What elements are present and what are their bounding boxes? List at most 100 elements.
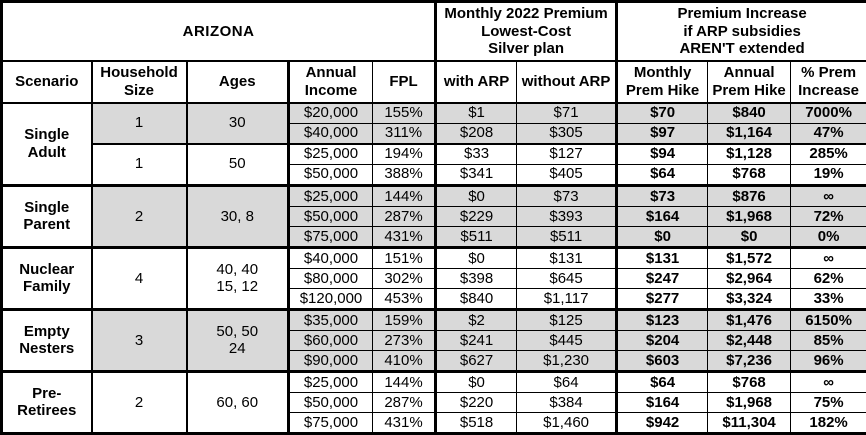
cell-fpl: 431% (371, 411, 437, 435)
cell-monthly-hike: $73 (615, 183, 709, 207)
cell-fpl: 151% (371, 245, 437, 269)
cell-without-arp: $64 (516, 369, 618, 393)
cell-with-arp: $518 (434, 411, 518, 435)
cell-pct-increase: ∞ (790, 369, 866, 393)
cell-annual-hike: $2,964 (707, 267, 792, 289)
cell-monthly-hike: $164 (615, 391, 709, 413)
cell-fpl: 410% (371, 349, 437, 372)
cell-fpl: 144% (371, 369, 437, 393)
cell-with-arp: $341 (434, 163, 518, 186)
cell-annual-hike: $7,236 (707, 349, 792, 372)
cell-monthly-hike: $603 (615, 349, 709, 372)
cell-without-arp: $1,230 (516, 349, 618, 372)
cell-annual-hike: $1,968 (707, 205, 792, 227)
cell-with-arp: $398 (434, 267, 518, 289)
col-header-fpl: FPL (371, 60, 437, 104)
scenario-cell: Pre- Retirees (1, 369, 92, 435)
cell-without-arp: $511 (516, 225, 618, 248)
cell-income: $75,000 (287, 411, 373, 435)
cell-pct-increase: 96% (790, 349, 866, 372)
cell-annual-hike: $876 (707, 183, 792, 207)
cell-monthly-hike: $131 (615, 245, 709, 269)
household-size-cell: 4 (90, 245, 187, 310)
cell-income: $25,000 (287, 142, 373, 165)
cell-without-arp: $645 (516, 267, 618, 289)
cell-income: $60,000 (287, 329, 373, 351)
cell-income: $25,000 (287, 369, 373, 393)
cell-with-arp: $0 (434, 245, 518, 269)
table-row: ARIZONA Monthly 2022 Premium Lowest-Cost… (0, 1, 866, 62)
cell-fpl: 431% (371, 225, 437, 248)
col-header-ages: Ages (185, 60, 289, 104)
cell-with-arp: $33 (434, 142, 518, 165)
cell-monthly-hike: $247 (615, 267, 709, 289)
cell-with-arp: $511 (434, 225, 518, 248)
cell-fpl: 155% (371, 102, 437, 124)
cell-annual-hike: $0 (707, 225, 792, 248)
table-row: Nuclear Family 4 40, 40 15, 12 $40,000 1… (1, 245, 866, 310)
cell-annual-hike: $1,128 (707, 142, 792, 165)
table-row: $90,000 410% $627 $1,230 $603 $7,236 96% (2, 349, 866, 372)
cell-annual-hike: $1,968 (707, 391, 792, 413)
table-row: Single Adult 1 30 $20,000 155% $1 $71 $7… (1, 101, 866, 186)
col-header-annual-income: Annual Income (287, 60, 373, 104)
scenario-cell: Empty Nesters (1, 307, 92, 372)
cell-fpl: 159% (371, 307, 437, 331)
cell-without-arp: $1,117 (516, 287, 618, 310)
cell-fpl: 311% (371, 122, 437, 145)
cell-with-arp: $840 (434, 287, 518, 310)
cell-monthly-hike: $277 (615, 287, 709, 310)
col-header-annual-prem-hike: Annual Prem Hike (707, 60, 792, 104)
ages-cell: 50 (185, 142, 289, 186)
cell-pct-increase: 19% (790, 163, 866, 186)
ages-cell: 30, 8 (185, 183, 289, 248)
cell-with-arp: $627 (434, 349, 518, 372)
table-row: $60,000 273% $241 $445 $204 $2,448 85% (2, 329, 866, 351)
cell-annual-hike: $1,164 (707, 122, 792, 145)
household-size-cell: 2 (90, 183, 187, 248)
cell-with-arp: $208 (434, 122, 518, 145)
cell-monthly-hike: $97 (615, 122, 709, 145)
table-row: Scenario Household Size Ages Annual Inco… (1, 60, 866, 104)
premium-group-header: Monthly 2022 Premium Lowest-Cost Silver … (434, 1, 618, 62)
household-size-cell: 1 (90, 101, 187, 145)
cell-pct-increase: 6150% (790, 307, 866, 331)
cell-income: $50,000 (287, 163, 373, 186)
cell-pct-increase: 182% (790, 411, 866, 435)
table-row: Single Parent 2 30, 8 $25,000 144% $0 $7… (1, 183, 866, 248)
increase-group-header: Premium Increase if ARP subsidies AREN'T… (615, 1, 866, 62)
cell-without-arp: $73 (516, 183, 618, 207)
cell-without-arp: $131 (516, 245, 618, 269)
cell-with-arp: $229 (434, 205, 518, 227)
cell-annual-hike: $1,476 (707, 307, 792, 331)
scenario-cell: Single Adult (1, 102, 92, 186)
state-title: ARIZONA (0, 1, 437, 62)
cell-monthly-hike: $64 (615, 369, 709, 393)
cell-with-arp: $0 (434, 369, 518, 393)
scenario-cell: Single Parent (1, 183, 92, 248)
cell-without-arp: $305 (516, 122, 618, 145)
cell-income: $75,000 (287, 225, 373, 248)
table-row: $75,000 431% $511 $511 $0 $0 0% (2, 225, 866, 248)
col-header-monthly-prem-hike: Monthly Prem Hike (615, 60, 709, 104)
table-row: $80,000 302% $398 $645 $247 $2,964 62% (2, 267, 866, 289)
cell-without-arp: $393 (516, 205, 618, 227)
cell-monthly-hike: $164 (615, 205, 709, 227)
ages-cell: 40, 40 15, 12 (185, 245, 289, 310)
cell-fpl: 287% (371, 391, 437, 413)
cell-with-arp: $0 (434, 183, 518, 207)
table-row: 1 50 $25,000 194% $33 $127 $94 $1,128 28… (2, 142, 866, 186)
ages-cell: 50, 50 24 (185, 307, 289, 372)
cell-monthly-hike: $942 (615, 411, 709, 435)
cell-pct-increase: ∞ (790, 245, 866, 269)
cell-with-arp: $220 (434, 391, 518, 413)
cell-fpl: 302% (371, 267, 437, 289)
cell-monthly-hike: $0 (615, 225, 709, 248)
household-size-cell: 3 (90, 307, 187, 372)
cell-with-arp: $2 (434, 307, 518, 331)
cell-fpl: 194% (371, 142, 437, 165)
cell-monthly-hike: $64 (615, 163, 709, 186)
cell-pct-increase: 85% (790, 329, 866, 351)
cell-income: $40,000 (287, 245, 373, 269)
col-header-household-size: Household Size (90, 60, 187, 104)
